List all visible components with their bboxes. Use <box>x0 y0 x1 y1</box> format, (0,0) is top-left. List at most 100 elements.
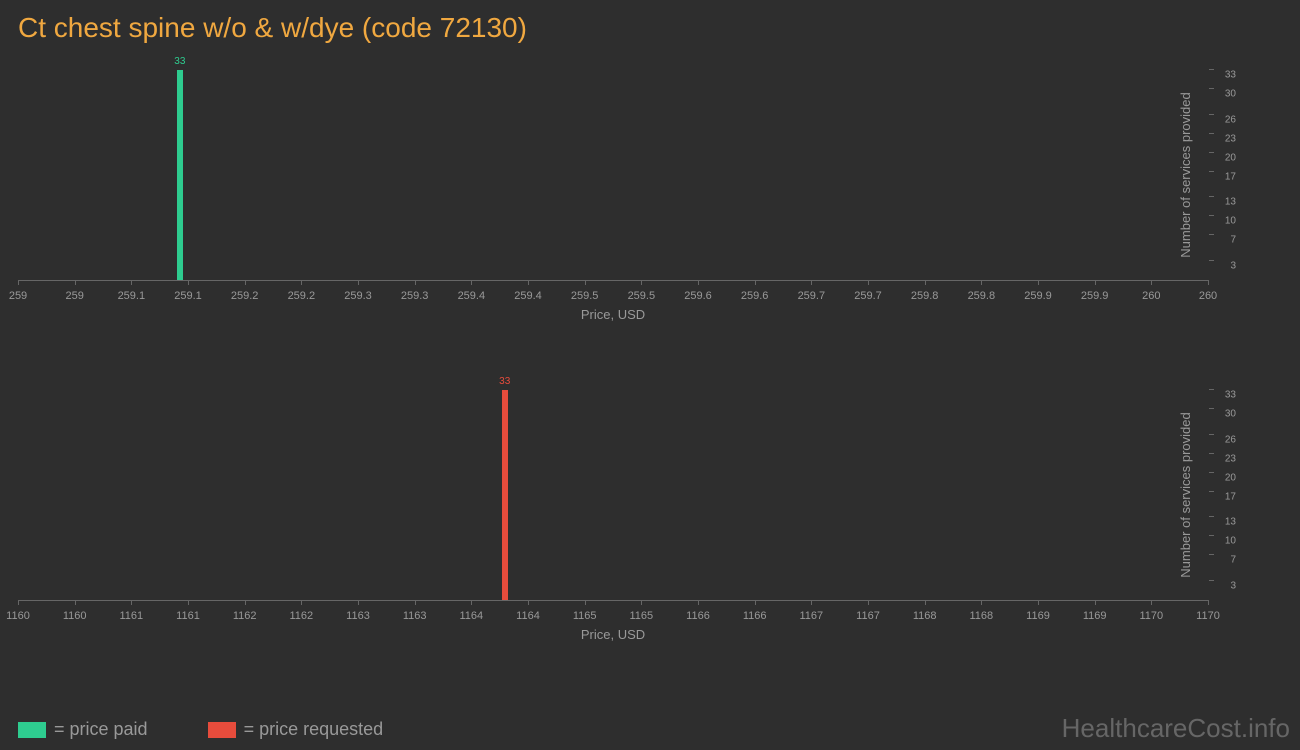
y-tick-label: 10 <box>1225 536 1236 547</box>
y-tick-mark <box>1209 88 1214 89</box>
y-tick-mark <box>1209 472 1214 473</box>
x-tick-mark <box>528 600 529 605</box>
y-tick-label: 26 <box>1225 434 1236 445</box>
y-tick-mark <box>1209 491 1214 492</box>
x-tick-mark <box>75 600 76 605</box>
x-tick-label: 1170 <box>1196 610 1220 622</box>
y-tick-mark <box>1209 554 1214 555</box>
x-tick-label: 1168 <box>970 610 994 622</box>
x-tick-mark <box>1151 600 1152 605</box>
x-tick-mark <box>981 280 982 285</box>
y-tick-label: 20 <box>1225 472 1236 483</box>
x-tick-mark <box>301 280 302 285</box>
x-tick-mark <box>868 280 869 285</box>
x-tick-label: 1165 <box>630 610 654 622</box>
x-tick-mark <box>641 600 642 605</box>
y-tick-label: 13 <box>1225 517 1236 528</box>
legend-label-requested: = price requested <box>244 719 384 740</box>
x-tick-mark <box>1208 280 1209 285</box>
x-tick-label: 259.4 <box>514 290 542 302</box>
y-tick-label: 33 <box>1225 390 1236 401</box>
x-tick-mark <box>698 280 699 285</box>
x-tick-mark <box>811 600 812 605</box>
legend: = price paid = price requested <box>18 719 383 740</box>
x-tick-mark <box>188 280 189 285</box>
y-tick-label: 10 <box>1225 216 1236 227</box>
legend-label-paid: = price paid <box>54 719 148 740</box>
bar-price-paid: 33 <box>177 70 183 280</box>
y-tick-label: 20 <box>1225 152 1236 163</box>
y-tick-mark <box>1209 516 1214 517</box>
x-tick-label: 259.1 <box>118 290 146 302</box>
x-tick-mark <box>471 600 472 605</box>
x-tick-label: 1165 <box>573 610 597 622</box>
y-tick-label: 17 <box>1225 491 1236 502</box>
x-tick-label: 1170 <box>1140 610 1164 622</box>
bar-price-requested: 33 <box>502 390 508 600</box>
x-tick-mark <box>131 600 132 605</box>
x-tick-label: 259.1 <box>174 290 202 302</box>
legend-swatch-requested <box>208 722 236 738</box>
x-tick-mark <box>925 600 926 605</box>
y-tick-label: 30 <box>1225 89 1236 100</box>
x-tick-label: 259.6 <box>684 290 712 302</box>
x-tick-label: 1164 <box>516 610 540 622</box>
x-axis-label: Price, USD <box>581 307 645 322</box>
x-tick-label: 1168 <box>913 610 937 622</box>
x-tick-mark <box>528 280 529 285</box>
x-tick-mark <box>415 600 416 605</box>
y-tick-mark <box>1209 234 1214 235</box>
y-tick-mark <box>1209 69 1214 70</box>
y-tick-mark <box>1209 535 1214 536</box>
x-tick-mark <box>131 280 132 285</box>
chart-price-paid: 33 371013172023263033 259259259.1259.125… <box>18 60 1248 320</box>
y-tick-label: 23 <box>1225 133 1236 144</box>
x-tick-mark <box>415 280 416 285</box>
x-tick-mark <box>585 600 586 605</box>
x-tick-mark <box>301 600 302 605</box>
plot-area-bottom: 33 371013172023263033 116011601161116111… <box>18 390 1208 601</box>
x-tick-label: 1160 <box>6 610 30 622</box>
x-tick-mark <box>1038 280 1039 285</box>
x-tick-label: 259.6 <box>741 290 769 302</box>
x-tick-mark <box>1095 600 1096 605</box>
x-tick-mark <box>925 280 926 285</box>
y-tick-label: 23 <box>1225 453 1236 464</box>
y-tick-label: 17 <box>1225 171 1236 182</box>
y-tick-mark <box>1209 389 1214 390</box>
x-tick-label: 1161 <box>120 610 144 622</box>
x-tick-mark <box>245 280 246 285</box>
chart-price-requested: 33 371013172023263033 116011601161116111… <box>18 380 1248 640</box>
x-tick-label: 259 <box>65 290 83 302</box>
x-tick-label: 259.4 <box>458 290 486 302</box>
x-tick-mark <box>981 600 982 605</box>
x-tick-label: 1169 <box>1083 610 1107 622</box>
y-axis-label: Number of services provided <box>1178 412 1193 577</box>
y-tick-mark <box>1209 114 1214 115</box>
y-tick-label: 3 <box>1230 260 1236 271</box>
x-tick-mark <box>1038 600 1039 605</box>
legend-item-requested: = price requested <box>208 719 384 740</box>
x-tick-label: 259 <box>9 290 27 302</box>
x-tick-label: 1162 <box>233 610 257 622</box>
x-tick-label: 259.8 <box>911 290 939 302</box>
watermark: HealthcareCost.info <box>1062 713 1290 744</box>
y-axis-label: Number of services provided <box>1178 92 1193 257</box>
x-tick-label: 259.7 <box>798 290 826 302</box>
y-tick-mark <box>1209 196 1214 197</box>
x-tick-label: 1169 <box>1026 610 1050 622</box>
x-tick-mark <box>471 280 472 285</box>
x-tick-label: 1163 <box>346 610 370 622</box>
y-tick-label: 26 <box>1225 114 1236 125</box>
x-tick-mark <box>358 280 359 285</box>
plot-area-top: 33 371013172023263033 259259259.1259.125… <box>18 70 1208 281</box>
x-tick-mark <box>1208 600 1209 605</box>
x-tick-mark <box>1151 280 1152 285</box>
y-tick-mark <box>1209 408 1214 409</box>
x-tick-mark <box>585 280 586 285</box>
x-tick-label: 1164 <box>460 610 484 622</box>
legend-swatch-paid <box>18 722 46 738</box>
x-tick-mark <box>641 280 642 285</box>
x-axis-label: Price, USD <box>581 627 645 642</box>
x-tick-label: 259.3 <box>344 290 372 302</box>
